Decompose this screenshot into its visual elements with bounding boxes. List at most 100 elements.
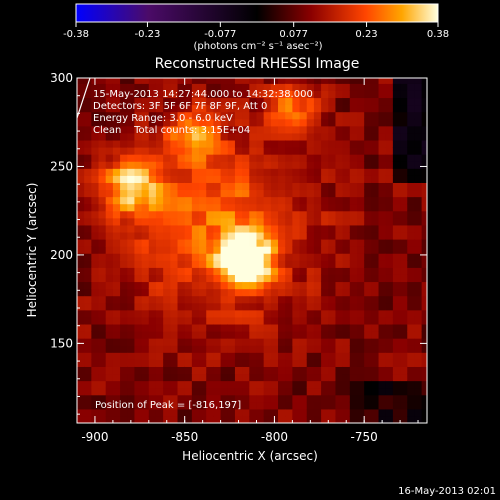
heatmap-cell bbox=[134, 118, 143, 127]
heatmap-cell bbox=[285, 161, 293, 169]
heatmap-cell bbox=[263, 189, 272, 198]
heatmap-cell bbox=[242, 408, 250, 417]
heatmap-cell bbox=[371, 239, 380, 247]
heatmap-cell bbox=[112, 203, 121, 212]
heatmap-cell bbox=[256, 366, 265, 375]
heatmap-cell bbox=[342, 182, 351, 191]
heatmap-cell bbox=[328, 345, 337, 353]
heatmap-cell bbox=[313, 352, 322, 360]
heatmap-cell bbox=[91, 217, 100, 226]
heatmap-cell bbox=[400, 139, 408, 148]
heatmap-cell bbox=[342, 147, 351, 155]
heatmap-cell bbox=[84, 253, 92, 261]
heatmap-cell bbox=[278, 380, 286, 389]
heatmap-cell bbox=[292, 217, 301, 226]
heatmap-cell bbox=[278, 323, 286, 332]
heatmap-cell bbox=[335, 380, 344, 389]
heatmap-cell bbox=[227, 260, 236, 268]
heatmap-cell bbox=[77, 408, 85, 417]
heatmap-cell bbox=[378, 210, 387, 219]
heatmap-cell bbox=[306, 359, 315, 367]
heatmap-cell bbox=[364, 196, 372, 205]
heatmap-cell bbox=[342, 168, 351, 176]
heatmap-cell bbox=[199, 217, 207, 226]
heatmap-cell bbox=[421, 359, 427, 367]
heatmap-cell bbox=[392, 387, 401, 396]
heatmap-cell bbox=[84, 380, 92, 389]
heatmap-cell bbox=[191, 182, 200, 191]
heatmap-cell bbox=[148, 338, 157, 346]
heatmap-cell bbox=[385, 147, 394, 155]
heatmap-cell bbox=[242, 97, 250, 106]
heatmap-cell bbox=[321, 83, 329, 91]
heatmap-cell bbox=[84, 239, 92, 247]
heatmap-cell bbox=[392, 260, 401, 268]
heatmap-cell bbox=[220, 352, 229, 360]
heatmap-cell bbox=[155, 224, 164, 233]
heatmap-cell bbox=[328, 224, 337, 233]
heatmap-cell bbox=[84, 231, 92, 240]
heatmap-cell bbox=[335, 125, 344, 134]
heatmap-cell bbox=[148, 394, 157, 403]
heatmap-cell bbox=[263, 394, 272, 403]
heatmap-cell bbox=[313, 90, 322, 99]
heatmap-cell bbox=[414, 161, 423, 169]
heatmap-cell bbox=[392, 196, 401, 205]
heatmap-cell bbox=[371, 147, 380, 155]
heatmap-cell bbox=[206, 210, 215, 219]
heatmap-cell bbox=[234, 147, 243, 155]
heatmap-cell bbox=[127, 366, 136, 375]
heatmap-cell bbox=[313, 118, 322, 127]
heatmap-cell bbox=[385, 210, 394, 219]
heatmap-cell bbox=[414, 281, 423, 290]
heatmap-cell bbox=[170, 217, 179, 226]
heatmap-cell bbox=[371, 224, 380, 233]
heatmap-cell bbox=[385, 415, 394, 423]
heatmap-cell bbox=[199, 175, 207, 183]
heatmap-cell bbox=[278, 387, 286, 396]
heatmap-cell bbox=[199, 154, 207, 162]
heatmap-cell bbox=[184, 359, 193, 367]
heatmap-cell bbox=[227, 239, 236, 247]
heatmap-cell bbox=[299, 345, 308, 353]
heatmap-cell bbox=[155, 415, 164, 423]
heatmap-cell bbox=[299, 295, 308, 304]
heatmap-cell bbox=[199, 260, 207, 268]
heatmap-cell bbox=[213, 111, 222, 120]
heatmap-cell bbox=[141, 147, 150, 155]
heatmap-cell bbox=[342, 345, 351, 353]
heatmap-cell bbox=[234, 295, 243, 304]
heatmap-cell bbox=[177, 352, 186, 360]
heatmap-cell bbox=[392, 182, 401, 191]
heatmap-cell bbox=[170, 253, 179, 261]
heatmap-cell bbox=[213, 373, 222, 382]
heatmap-cell bbox=[227, 78, 236, 84]
heatmap-cell bbox=[421, 331, 427, 339]
heatmap-cell bbox=[292, 78, 301, 84]
heatmap-cell bbox=[134, 359, 143, 367]
heatmap-cell bbox=[278, 231, 286, 240]
heatmap-cell bbox=[134, 231, 143, 240]
heatmap-cell bbox=[213, 415, 222, 423]
heatmap-cell bbox=[349, 387, 358, 396]
heatmap-cell bbox=[256, 345, 265, 353]
heatmap-cell bbox=[177, 323, 186, 332]
heatmap-cell bbox=[285, 175, 293, 183]
heatmap-cell bbox=[84, 288, 92, 297]
heatmap-cell bbox=[155, 366, 164, 375]
heatmap-cell bbox=[407, 323, 416, 332]
heatmap-cell bbox=[306, 295, 315, 304]
heatmap-cell bbox=[357, 97, 365, 106]
heatmap-cell bbox=[364, 154, 372, 162]
heatmap-cell bbox=[292, 373, 301, 382]
heatmap-cell bbox=[357, 281, 365, 290]
heatmap-cell bbox=[342, 316, 351, 325]
heatmap-cell bbox=[407, 345, 416, 353]
heatmap-cell bbox=[127, 331, 136, 339]
heatmap-cell bbox=[299, 231, 308, 240]
heatmap-cell bbox=[292, 139, 301, 148]
heatmap-cell bbox=[77, 189, 85, 198]
heatmap-cell bbox=[371, 408, 380, 417]
heatmap-cell bbox=[349, 331, 358, 339]
heatmap-cell bbox=[414, 78, 423, 84]
